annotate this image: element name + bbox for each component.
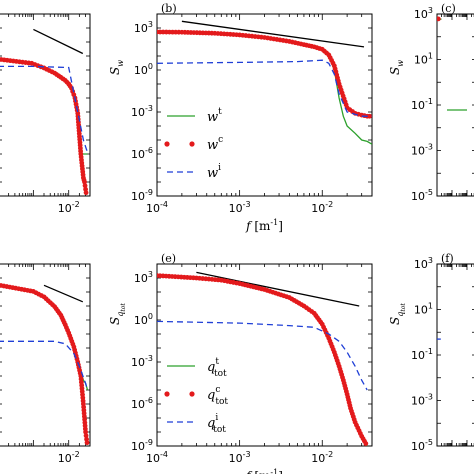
y-tick-label: 10-1: [411, 97, 433, 112]
coherent-point: [82, 179, 87, 185]
legend-label: qi tot: [207, 413, 226, 435]
panel-letter: (b): [161, 2, 177, 15]
incoherent-line: [0, 65, 90, 155]
legend-dot: [164, 141, 170, 147]
panel-letter: (f): [441, 252, 454, 265]
coherent-point: [83, 429, 88, 435]
y-tick-label: 10-3: [131, 354, 153, 369]
coherent-point: [82, 183, 88, 189]
panel-4: 10-2: [0, 263, 91, 465]
plot-frame: [436, 263, 474, 447]
panel-letter: (c): [441, 2, 456, 15]
panel-1: 10-2: [0, 13, 91, 215]
x-tick-label: 10-3: [229, 200, 251, 215]
x-tick-label: 10-3: [229, 450, 251, 465]
y-axis-label: Sqtot: [108, 303, 127, 325]
coherent-point: [437, 16, 441, 22]
legend-label: wi: [207, 163, 221, 181]
coherent-point: [83, 190, 89, 196]
legend-dot: [189, 141, 195, 147]
x-axis-label: f [m-1]: [245, 468, 283, 474]
y-axis-label: Sw: [388, 60, 405, 75]
total-line: [0, 285, 89, 391]
x-tick-label: 10-2: [311, 200, 333, 215]
y-tick-label: 100: [134, 312, 153, 327]
y-tick-label: 10-6: [131, 396, 153, 411]
reference-line: [43, 284, 84, 303]
x-tick-label: 10-2: [58, 450, 80, 465]
y-axis-label: Sw: [108, 60, 125, 75]
incoherent-line: [157, 59, 372, 117]
panel-5: 10-4 10-3 10-2 10-9 10-6 10-3 100 103 (e) Sqtot f …: [108, 252, 373, 474]
reference-line: [181, 20, 365, 48]
series-group: [157, 20, 372, 145]
y-tick-label: 100: [134, 62, 153, 77]
legend-dot: [164, 391, 170, 397]
x-tick-label: 10-2: [311, 450, 333, 465]
coherent-point: [367, 113, 372, 119]
coherent-point: [83, 433, 89, 439]
series-group: [0, 283, 90, 446]
panel-2: 10-4 10-3 10-2 10-9 10-6 10-3 100 103 (b) Sw f [m-…: [108, 2, 373, 233]
x-tick-label: 10-4: [146, 450, 168, 465]
y-tick-label: 10-5: [411, 438, 433, 453]
incoherent-line: [157, 320, 368, 391]
coherent-point: [84, 440, 90, 446]
y-tick-label: 103: [134, 20, 153, 35]
y-tick-label: 10-3: [131, 104, 153, 119]
legend-label: qc tot: [207, 385, 228, 407]
x-tick-label: 10-2: [58, 200, 80, 215]
reference-line: [33, 28, 84, 55]
y-tick-label: 10-9: [131, 438, 153, 453]
panel-6: 10-5 10-3 10-1 101 103 (f) Sqtot: [388, 252, 474, 453]
plot-frame: [436, 13, 474, 197]
coherent-point: [363, 441, 369, 446]
y-tick-label: 10-5: [411, 188, 433, 203]
legend-label: wc: [207, 135, 223, 153]
series-group: [157, 271, 369, 446]
y-tick-label: 103: [414, 256, 433, 271]
legend-dot: [189, 391, 195, 397]
reference-line: [196, 271, 360, 307]
legend-label: qt tot: [207, 357, 227, 379]
y-axis-label: Sqtot: [388, 303, 407, 325]
series-group: [437, 16, 442, 22]
y-tick-label: 10-3: [411, 143, 433, 158]
y-tick-label: 101: [414, 302, 433, 317]
plot-frame: [156, 13, 373, 197]
y-tick-label: 10-6: [131, 146, 153, 161]
y-tick-label: 103: [414, 6, 433, 21]
x-tick-label: 10-4: [146, 200, 168, 215]
series-group: [0, 28, 90, 196]
panel-3: 10-5 10-3 10-1 101 103 (c) Sw: [388, 2, 474, 203]
y-tick-label: 101: [414, 52, 433, 67]
y-tick-label: 10-9: [131, 188, 153, 203]
incoherent-line: [0, 340, 89, 391]
y-tick-label: 10-3: [411, 393, 433, 408]
legend-label: wt: [207, 107, 222, 125]
y-tick-label: 10-1: [411, 347, 433, 362]
panel-letter: (e): [161, 252, 176, 265]
x-axis-label: f [m-1]: [245, 218, 283, 233]
y-tick-label: 103: [134, 270, 153, 285]
